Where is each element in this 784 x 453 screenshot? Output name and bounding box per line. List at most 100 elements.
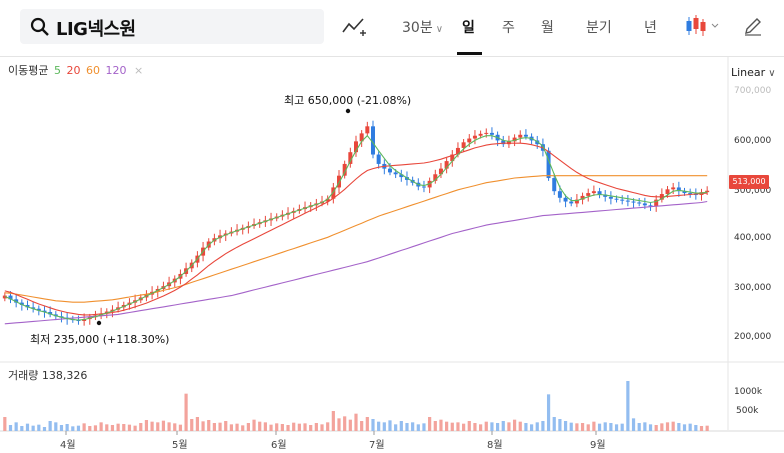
candle-body <box>597 191 602 195</box>
volume-bar <box>116 423 120 431</box>
volume-bar <box>65 424 69 431</box>
chevron-down-icon: ∨ <box>435 24 444 35</box>
low-price-annotation: 최저 235,000 (+118.30%) <box>30 333 170 346</box>
volume-bar <box>139 423 143 431</box>
candle-body <box>563 197 568 202</box>
candle-body <box>546 150 551 179</box>
candle-body <box>676 187 681 192</box>
volume-bar <box>411 422 415 431</box>
volume-bar <box>54 422 58 431</box>
volume-bar <box>405 423 409 431</box>
candle-body <box>682 191 687 194</box>
volume-bar <box>343 416 347 431</box>
volume-bar <box>535 422 539 431</box>
volume-bar <box>133 425 137 431</box>
high-price-marker <box>345 108 351 114</box>
volume-bar <box>3 417 7 431</box>
volume-bar <box>275 423 279 431</box>
candle-body <box>671 187 676 190</box>
candle-body <box>705 190 710 193</box>
volume-bar <box>473 423 477 431</box>
y-tick-label: 700,000 <box>734 86 772 96</box>
candle-body <box>444 161 449 169</box>
candle-body <box>625 200 630 202</box>
volume-bar <box>122 424 126 431</box>
candle-body <box>654 199 659 207</box>
x-tick-label: 9월 <box>590 440 606 451</box>
volume-bar <box>93 425 98 431</box>
volume-bar <box>167 422 171 431</box>
candle-body <box>8 295 13 300</box>
volume-bar <box>178 424 183 431</box>
candle-body <box>461 142 466 148</box>
volume-bar <box>450 422 454 431</box>
candle-body <box>387 168 392 173</box>
candle-body <box>359 133 364 142</box>
candle-body <box>393 172 398 175</box>
stock-search-input[interactable]: LIG넥스원 <box>56 19 136 40</box>
tab-period-quarter[interactable]: 분기 <box>586 20 612 36</box>
close-icon[interactable]: × <box>133 64 144 77</box>
price-chart[interactable] <box>0 57 784 453</box>
volume-bar <box>331 411 335 431</box>
volume-bar <box>546 394 551 431</box>
ma60-line <box>4 175 708 303</box>
active-tab-indicator <box>457 52 482 55</box>
volume-bar <box>258 421 262 431</box>
volume-bar <box>428 417 432 431</box>
volume-bar <box>25 423 30 431</box>
candle-body <box>489 132 494 135</box>
candle-body <box>365 126 370 134</box>
interval-selector[interactable]: 30분 ∨ <box>402 17 443 37</box>
candle-body <box>518 134 523 138</box>
stock-search-box[interactable]: LIG넥스원 <box>20 9 324 44</box>
ma-legend-5: 5 <box>53 64 61 77</box>
volume-bar <box>631 418 636 431</box>
candle-body <box>512 137 517 142</box>
volume-bar <box>377 421 381 431</box>
candle-body <box>331 187 336 199</box>
chart-type-selector[interactable] <box>685 14 721 42</box>
volume-bar <box>337 418 341 431</box>
volume-bar <box>371 419 375 431</box>
volume-bar <box>303 423 307 431</box>
volume-bar <box>660 423 664 431</box>
candle-body <box>467 138 472 143</box>
volume-bar <box>592 421 596 431</box>
candle-body <box>603 194 608 197</box>
tab-period-day[interactable]: 일 <box>462 20 475 36</box>
volume-bar <box>484 421 488 431</box>
candle-body <box>523 134 528 137</box>
volume-bar <box>314 423 318 431</box>
volume-bar <box>42 427 47 431</box>
volume-bar <box>82 423 86 431</box>
candle-body <box>370 126 375 155</box>
candle-body <box>620 199 625 201</box>
candle-body <box>552 178 557 192</box>
candle-body <box>580 195 585 200</box>
volume-bar <box>388 420 392 431</box>
volume-bar <box>201 421 205 431</box>
volume-legend[interactable]: 거래량 138,326 <box>8 369 88 382</box>
tab-period-year[interactable]: 년 <box>644 20 657 36</box>
toolbar-divider <box>0 56 784 57</box>
volume-bar <box>195 417 200 431</box>
ma120-line <box>4 200 708 325</box>
volume-bar <box>694 425 698 431</box>
scale-selector[interactable]: Linear ∨ <box>731 66 776 79</box>
volume-bar <box>190 419 194 431</box>
moving-average-legend[interactable]: 이동평균 5 20 60 120 × <box>8 62 145 78</box>
volume-bar <box>524 423 528 431</box>
pencil-icon[interactable] <box>743 16 763 36</box>
candle-body <box>648 205 653 207</box>
volume-bar <box>462 423 466 431</box>
drawing-tool-icon[interactable] <box>341 16 367 38</box>
volume-bar <box>665 422 670 431</box>
tab-period-month[interactable]: 월 <box>541 20 554 36</box>
ma-legend-20: 20 <box>66 64 81 77</box>
tab-period-week[interactable]: 주 <box>502 20 515 36</box>
volume-bar <box>173 423 177 431</box>
volume-bar <box>212 423 216 431</box>
volume-bar <box>48 421 52 431</box>
volume-tick-label: 500k <box>736 406 759 416</box>
